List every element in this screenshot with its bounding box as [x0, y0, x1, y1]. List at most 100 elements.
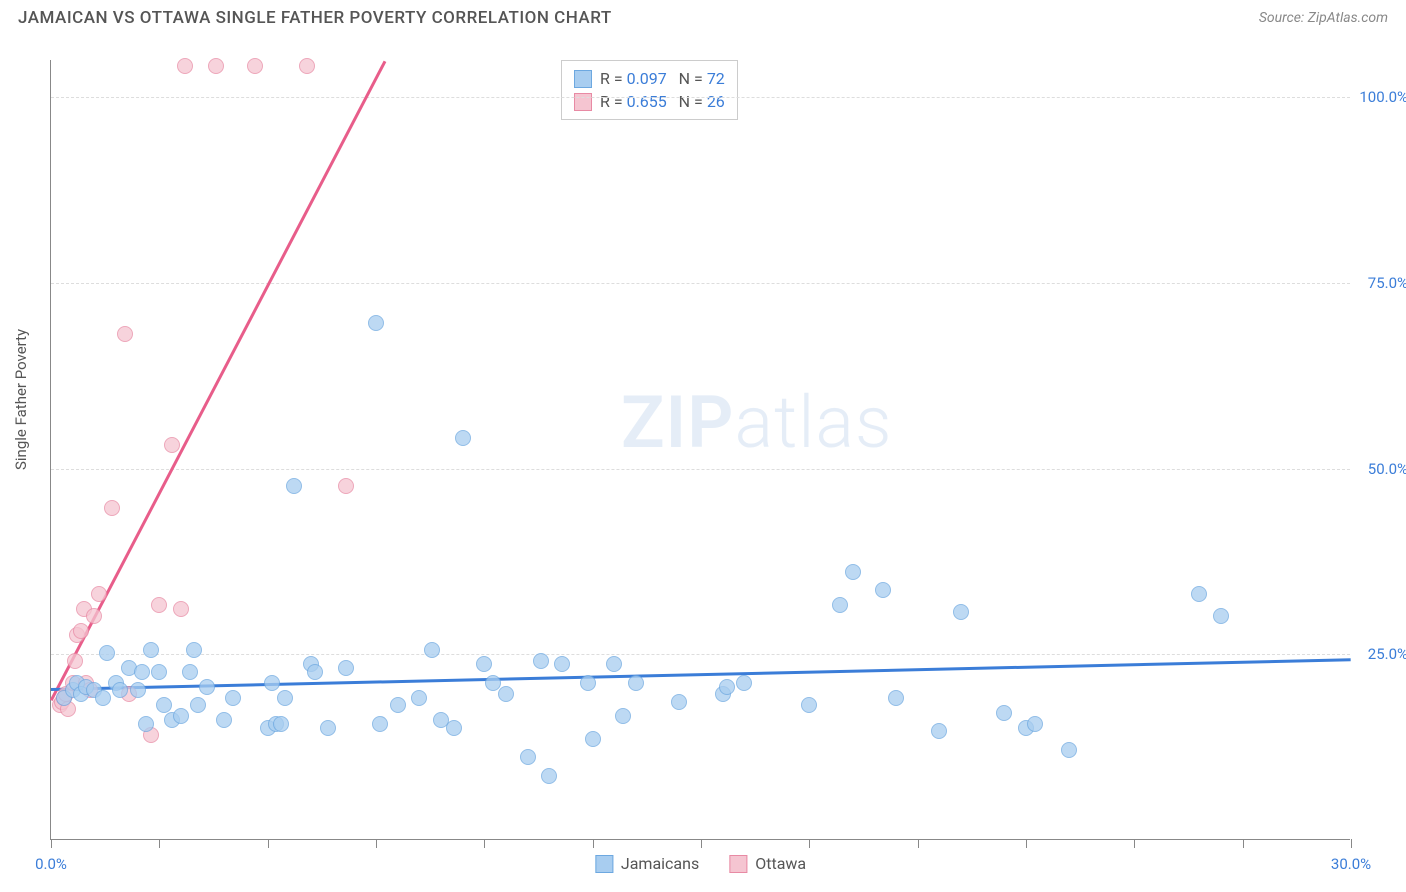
point-jamaicans — [931, 723, 947, 739]
point-jamaicans — [264, 675, 280, 691]
y-tick-label: 25.0% — [1368, 645, 1406, 663]
gridline — [51, 283, 1350, 284]
point-jamaicans — [875, 582, 891, 598]
point-jamaicans — [1191, 586, 1207, 602]
point-jamaicans — [1213, 608, 1229, 624]
point-jamaicans — [1061, 742, 1077, 758]
point-jamaicans — [585, 731, 601, 747]
point-jamaicans — [286, 478, 302, 494]
point-jamaicans — [138, 716, 154, 732]
x-tick — [1243, 839, 1244, 848]
point-jamaicans — [455, 430, 471, 446]
point-jamaicans — [615, 708, 631, 724]
x-tick — [51, 839, 52, 848]
point-jamaicans — [156, 697, 172, 713]
gridline — [51, 469, 1350, 470]
point-jamaicans — [225, 690, 241, 706]
point-jamaicans — [671, 694, 687, 710]
series-legend: Jamaicans Ottawa — [595, 854, 806, 873]
legend-swatch — [574, 93, 592, 111]
y-axis-label: Single Father Poverty — [12, 329, 30, 470]
point-jamaicans — [446, 720, 462, 736]
point-jamaicans — [338, 660, 354, 676]
point-jamaicans — [953, 604, 969, 620]
x-tick — [593, 839, 594, 848]
point-jamaicans — [606, 656, 622, 672]
x-tick — [159, 839, 160, 848]
y-tick-label: 75.0% — [1368, 274, 1406, 292]
point-ottawa — [73, 623, 89, 639]
chart-container: Single Father Poverty ZIPatlas R = 0.097… — [0, 40, 1406, 892]
legend-text: R = 0.097 N = 72 — [600, 69, 725, 88]
point-jamaicans — [190, 697, 206, 713]
legend-text: R = 0.655 N = 26 — [600, 92, 725, 111]
point-jamaicans — [182, 664, 198, 680]
legend-swatch — [595, 855, 613, 873]
point-jamaicans — [996, 705, 1012, 721]
correlation-legend: R = 0.097 N = 72 R = 0.655 N = 26 — [561, 60, 738, 120]
point-jamaicans — [736, 675, 752, 691]
point-ottawa — [67, 653, 83, 669]
point-jamaicans — [173, 708, 189, 724]
x-tick — [484, 839, 485, 848]
point-ottawa — [91, 586, 107, 602]
point-ottawa — [104, 500, 120, 516]
x-tick-label: 0.0% — [35, 855, 67, 873]
legend-swatch — [574, 70, 592, 88]
point-ottawa — [208, 58, 224, 74]
x-tick — [1351, 839, 1352, 848]
point-jamaicans — [1027, 716, 1043, 732]
x-tick — [1134, 839, 1135, 848]
point-ottawa — [177, 58, 193, 74]
point-jamaicans — [628, 675, 644, 691]
point-jamaicans — [498, 686, 514, 702]
gridline — [51, 654, 1350, 655]
point-jamaicans — [832, 597, 848, 613]
point-jamaicans — [476, 656, 492, 672]
point-jamaicans — [320, 720, 336, 736]
point-jamaicans — [554, 656, 570, 672]
legend-item: Jamaicans — [595, 854, 699, 873]
legend-row: R = 0.655 N = 26 — [574, 90, 725, 113]
point-jamaicans — [372, 716, 388, 732]
legend-swatch — [729, 855, 747, 873]
point-jamaicans — [112, 682, 128, 698]
point-jamaicans — [277, 690, 293, 706]
point-jamaicans — [541, 768, 557, 784]
x-tick — [376, 839, 377, 848]
point-ottawa — [151, 597, 167, 613]
x-tick — [918, 839, 919, 848]
point-jamaicans — [199, 679, 215, 695]
point-ottawa — [86, 608, 102, 624]
point-ottawa — [247, 58, 263, 74]
point-jamaicans — [845, 564, 861, 580]
legend-label: Jamaicans — [621, 854, 699, 873]
watermark: ZIPatlas — [621, 380, 893, 465]
point-jamaicans — [533, 653, 549, 669]
y-tick-label: 100.0% — [1359, 88, 1406, 106]
x-tick — [1026, 839, 1027, 848]
point-jamaicans — [580, 675, 596, 691]
y-tick-label: 50.0% — [1368, 460, 1406, 478]
point-jamaicans — [424, 642, 440, 658]
x-tick-label: 30.0% — [1331, 855, 1371, 873]
point-ottawa — [164, 437, 180, 453]
point-jamaicans — [95, 690, 111, 706]
point-jamaicans — [186, 642, 202, 658]
source-label: Source: ZipAtlas.com — [1259, 10, 1388, 26]
point-jamaicans — [143, 642, 159, 658]
point-ottawa — [338, 478, 354, 494]
point-jamaicans — [368, 315, 384, 331]
legend-item: Ottawa — [729, 854, 806, 873]
point-jamaicans — [888, 690, 904, 706]
x-tick — [268, 839, 269, 848]
point-jamaicans — [134, 664, 150, 680]
chart-title: JAMAICAN VS OTTAWA SINGLE FATHER POVERTY… — [18, 8, 612, 28]
point-jamaicans — [273, 716, 289, 732]
point-jamaicans — [130, 682, 146, 698]
point-jamaicans — [411, 690, 427, 706]
x-tick — [701, 839, 702, 848]
legend-row: R = 0.097 N = 72 — [574, 67, 725, 90]
point-jamaicans — [151, 664, 167, 680]
x-tick — [809, 839, 810, 848]
